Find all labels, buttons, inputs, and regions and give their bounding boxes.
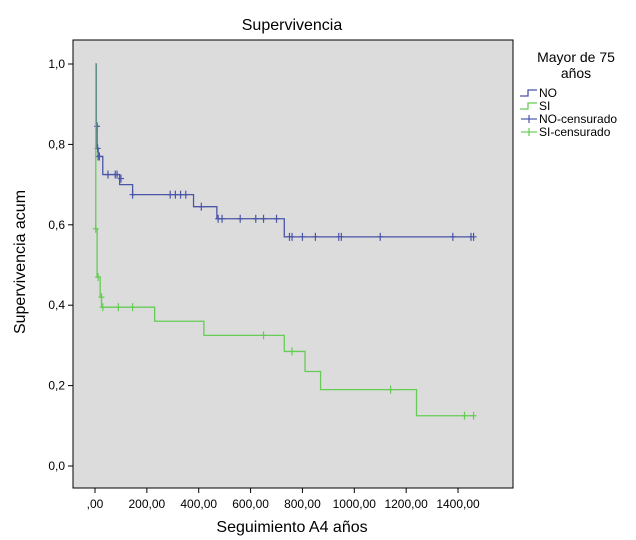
- y-tick-label: 1,0: [48, 57, 65, 71]
- censor-mark-si: [387, 385, 394, 394]
- censor-mark-si: [98, 293, 105, 302]
- censor-mark-si: [461, 411, 468, 420]
- legend-label: SI-censurado: [539, 125, 611, 139]
- censor-mark-no: [182, 190, 189, 199]
- censor-mark-si: [99, 303, 106, 312]
- plot-area: [72, 39, 514, 489]
- legend-label: SI: [539, 99, 550, 113]
- series-line-si: [95, 63, 474, 417]
- x-tick-label: 200,00: [129, 497, 166, 511]
- legend-item: NO-censurado: [521, 112, 617, 126]
- censor-mark-no: [338, 232, 345, 241]
- censor-mark-no: [219, 214, 226, 223]
- x-tick-label: 1200,00: [384, 497, 428, 511]
- legend-label: NO-censurado: [539, 112, 617, 126]
- x-tick-label: 600,00: [232, 497, 269, 511]
- legend-label: NO: [539, 86, 557, 100]
- y-tick-label: 0,0: [48, 459, 65, 473]
- censor-mark-no: [237, 214, 244, 223]
- censor-mark-si: [470, 411, 477, 420]
- censor-mark-no: [273, 214, 280, 223]
- series-layer: [92, 63, 477, 420]
- censor-mark-no: [470, 232, 477, 241]
- chart-title: Supervivencia: [242, 17, 343, 34]
- censor-mark-no: [114, 170, 121, 179]
- censor-mark-no: [198, 202, 205, 211]
- x-tick-label: 800,00: [284, 497, 321, 511]
- x-tick-label: 400,00: [180, 497, 217, 511]
- censor-mark-no: [377, 232, 384, 241]
- censor-mark-no: [94, 122, 101, 131]
- x-tick-label: 1000,00: [333, 497, 377, 511]
- censor-mark-no: [312, 232, 319, 241]
- y-axis-title: Supervivencia acum: [12, 190, 29, 334]
- x-axis: ,00 200,00 400,00 600,00 800,00 1000,00 1200,0…: [87, 488, 480, 511]
- legend-item: SI-censurado: [521, 125, 611, 139]
- x-axis-title: Seguimiento A4 años: [216, 519, 367, 536]
- censor-mark-si: [129, 303, 136, 312]
- legend-title-line2: años: [561, 65, 591, 81]
- x-tick-label: ,00: [87, 497, 104, 511]
- censor-mark-no: [117, 174, 124, 183]
- censor-mark-no: [260, 214, 267, 223]
- censor-mark-si: [115, 303, 122, 312]
- y-tick-label: 0,6: [48, 218, 65, 232]
- censor-mark-no: [449, 232, 456, 241]
- y-tick-label: 0,8: [48, 137, 65, 151]
- censor-mark-no: [252, 214, 259, 223]
- x-tick-label: 1400,00: [436, 497, 480, 511]
- censor-mark-no: [167, 190, 174, 199]
- legend-item: SI: [520, 99, 550, 113]
- censor-mark-si: [92, 224, 99, 233]
- censor-mark-no: [289, 232, 296, 241]
- y-axis: 0,0 0,2 0,4 0,6 0,8 1,0: [48, 57, 73, 473]
- censor-mark-si: [95, 273, 102, 282]
- censor-mark-no: [177, 190, 184, 199]
- legend-title: Mayor de 75: [537, 49, 615, 65]
- censor-mark-no: [299, 232, 306, 241]
- censor-mark-no: [96, 152, 103, 161]
- censor-mark-no: [104, 170, 111, 179]
- censor-mark-no: [172, 190, 179, 199]
- y-tick-label: 0,2: [48, 379, 65, 393]
- censor-mark-no: [129, 190, 136, 199]
- censor-mark-si: [289, 347, 296, 356]
- legend-item: NO: [520, 86, 557, 100]
- y-tick-label: 0,4: [48, 298, 65, 312]
- censor-mark-si: [260, 331, 267, 340]
